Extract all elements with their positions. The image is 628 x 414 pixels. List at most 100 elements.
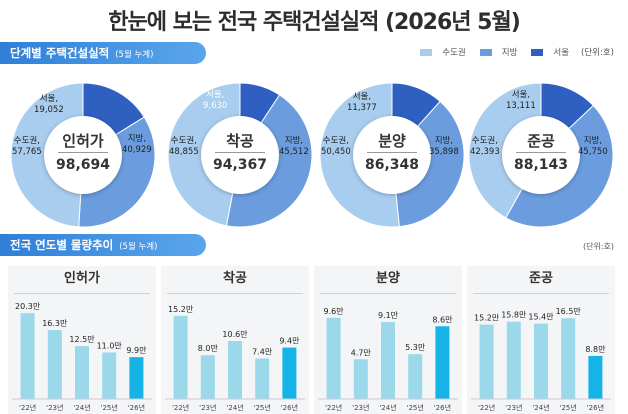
- bar-panel-title-complete: 준공: [529, 271, 553, 286]
- bar-start-3: [255, 358, 270, 399]
- donut-label-region-permit: 지방, 40,929: [122, 134, 152, 155]
- bar-value-label-permit-2: 12.5만: [69, 335, 95, 344]
- donut-center-complete: [502, 116, 580, 194]
- bar-category-label-complete-0: '22년: [478, 403, 495, 412]
- bar-value-label-complete-3: 16.5만: [556, 307, 582, 316]
- bar-sale-2: [381, 322, 395, 399]
- donut-chart-sale: 분양 86,348 서울, 11,377 지방, 35,898 수도권, 50,450: [317, 80, 467, 230]
- section-trend-label: 전국 연도별 물량추이: [10, 238, 114, 252]
- bar-complete-2: [534, 323, 548, 399]
- bar-permit-2: [75, 346, 89, 399]
- bar-start-0: [173, 315, 188, 399]
- bar-value-label-complete-1: 15.8만: [501, 311, 527, 320]
- bar-start-1: [200, 355, 215, 399]
- bar-value-label-permit-3: 11.0만: [97, 342, 123, 351]
- section-stage-sub: (5월 누계): [115, 50, 154, 60]
- bar-panel-title-start: 착공: [223, 271, 247, 286]
- bar-value-label-complete-4: 8.8만: [585, 345, 606, 354]
- donut-label-seoul-complete: 서울, 13,111: [506, 90, 536, 111]
- legend-label-seoul: 서울: [553, 48, 570, 58]
- bar-panel-complete: 준공 15.2만 '22년 15.8만 '23년 15.4만 '24년 16.5만 '25년 8…: [467, 266, 615, 414]
- trend-unit: (단위:호): [582, 242, 614, 251]
- bar-category-label-sale-4: '26년: [434, 403, 451, 412]
- section-trend-header: 전국 연도별 물량추이 (5월 누계): [0, 234, 206, 256]
- bar-category-label-start-0: '22년: [172, 403, 189, 412]
- donut-label-capital-permit: 수도권, 57,765: [12, 136, 42, 157]
- legend-swatch-seoul: [531, 48, 544, 56]
- bar-category-label-start-3: '25년: [254, 403, 271, 412]
- bar-sale-4: [435, 326, 450, 399]
- bar-category-label-sale-1: '23년: [352, 403, 369, 412]
- bar-panel-title-sale: 분양: [376, 271, 400, 286]
- bar-category-label-complete-3: '25년: [560, 403, 577, 412]
- bar-value-label-start-3: 7.4만: [252, 348, 273, 357]
- bar-permit-4: [129, 357, 144, 399]
- legend-label-capital: 수도권: [442, 48, 466, 58]
- bar-category-label-permit-0: '22년: [19, 403, 36, 412]
- donut-name-start: 착공: [226, 132, 254, 150]
- donut-label-capital-start: 수도권, 48,855: [169, 136, 199, 157]
- donut-label-seoul-sale: 서울, 11,377: [347, 92, 377, 113]
- donut-label-seoul-permit: 서울, 19,052: [34, 94, 64, 115]
- donut-total-complete: 88,143: [513, 157, 569, 173]
- bar-svg-start: 15.2만 '22년 8.0만 '23년 10.6만 '24년 7.4만 '25년 9.4만 '2…: [165, 305, 305, 412]
- donut-center-permit: [44, 116, 122, 194]
- bar-value-label-permit-0: 20.3만: [15, 302, 41, 311]
- bar-value-label-complete-2: 15.4만: [528, 313, 554, 322]
- donut-center-sale: [353, 116, 431, 194]
- bar-category-label-permit-1: '23년: [46, 403, 63, 412]
- bar-value-label-permit-4: 9.9만: [126, 346, 147, 355]
- bar-value-label-sale-2: 9.1만: [378, 311, 399, 320]
- donut-svg-complete: [468, 82, 614, 228]
- donut-name-complete: 준공: [527, 132, 555, 150]
- donut-total-start: 94,367: [212, 157, 268, 173]
- bar-panel-divider-sale: [320, 293, 456, 294]
- donut-name-permit: 인허가: [62, 132, 104, 150]
- legend-swatch-region: [479, 48, 492, 56]
- donut-label-region-sale: 지방, 35,898: [429, 136, 459, 157]
- donut-chart-complete: 준공 88,143 서울, 13,111 지방, 45,750 수도권, 42,393: [466, 80, 616, 230]
- bar-sale-1: [353, 359, 368, 399]
- bar-complete-3: [561, 318, 576, 399]
- bar-value-label-complete-0: 15.2만: [474, 314, 500, 323]
- bar-complete-4: [588, 355, 603, 399]
- bar-sale-3: [408, 354, 423, 399]
- bar-start-2: [228, 341, 242, 399]
- legend: 수도권 지방 서울 (단위:호): [420, 46, 614, 58]
- bar-category-label-sale-2: '24년: [379, 403, 396, 412]
- bar-panel-title-permit: 인허가: [64, 271, 100, 286]
- bar-category-label-start-2: '24년: [226, 403, 243, 412]
- bar-panel-start: 착공 15.2만 '22년 8.0만 '23년 10.6만 '24년 7.4만 '25년 9.4…: [161, 266, 309, 414]
- bar-panel-divider-permit: [14, 293, 150, 294]
- bar-value-label-sale-4: 8.6만: [432, 315, 453, 324]
- donut-label-region-start: 지방, 45,512: [279, 136, 309, 157]
- bar-category-label-complete-1: '23년: [505, 403, 522, 412]
- bar-sale-0: [326, 317, 341, 399]
- bar-category-label-permit-4: '26년: [128, 403, 145, 412]
- bar-category-label-permit-3: '25년: [101, 403, 118, 412]
- bar-panel-divider-start: [167, 293, 303, 294]
- donut-divider-complete: [516, 152, 566, 153]
- bar-panel-sale: 분양 9.6만 '22년 4.7만 '23년 9.1만 '24년 5.3만 '25년 8.6만 '…: [314, 266, 462, 414]
- bar-value-label-start-0: 15.2만: [168, 305, 194, 314]
- bar-svg-permit: 20.3만 '22년 16.3만 '23년 12.5만 '24년 11.0만 '25년 9.9만…: [12, 302, 152, 412]
- donut-label-seoul-start: 서울, 9,630: [203, 90, 228, 111]
- donut-label-capital-complete: 수도권, 42,393: [470, 136, 500, 157]
- bar-start-4: [282, 347, 297, 399]
- legend-label-region: 지방: [501, 48, 518, 58]
- donut-chart-permit: 인허가 98,694 서울, 19,052 지방, 40,929 수도권, 57,76…: [8, 80, 158, 230]
- bar-permit-0: [20, 313, 35, 399]
- donut-divider-sale: [367, 152, 417, 153]
- legend-swatch-capital: [420, 48, 433, 56]
- bar-complete-0: [479, 324, 494, 399]
- section-stage-label: 단계별 주택건설실적: [10, 46, 110, 60]
- bar-value-label-start-4: 9.4만: [279, 337, 300, 346]
- donut-name-sale: 분양: [378, 132, 406, 150]
- donut-label-region-complete: 지방, 45,750: [578, 136, 608, 157]
- section-stage-header: 단계별 주택건설실적 (5월 누계): [0, 42, 206, 64]
- section-trend-sub: (5월 누계): [119, 242, 158, 252]
- bar-svg-complete: 15.2만 '22년 15.8만 '23년 15.4만 '24년 16.5만 '25년 8.8만…: [471, 307, 611, 412]
- bar-value-label-start-2: 10.6만: [222, 330, 248, 339]
- page-title: 한눈에 보는 전국 주택건설실적 (2026년 5월): [108, 10, 521, 35]
- bar-svg-sale: 9.6만 '22년 4.7만 '23년 9.1만 '24년 5.3만 '25년 8.6만 '26년: [318, 307, 458, 412]
